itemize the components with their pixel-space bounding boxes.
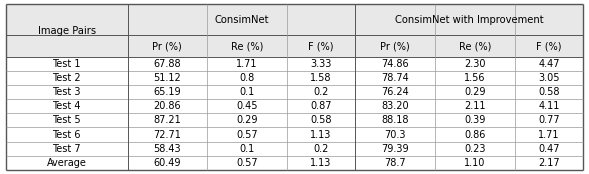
Text: Test 6: Test 6 [52,129,81,140]
Text: 0.23: 0.23 [464,144,485,154]
Text: 0.39: 0.39 [464,116,485,125]
Text: 1.58: 1.58 [310,73,332,83]
Text: 0.29: 0.29 [464,87,485,97]
Text: Test 4: Test 4 [52,101,81,111]
Text: Re (%): Re (%) [459,41,491,51]
Text: 4.11: 4.11 [538,101,560,111]
Text: 0.2: 0.2 [313,144,329,154]
Text: Test 5: Test 5 [52,116,81,125]
Text: 1.10: 1.10 [464,158,485,168]
Text: 1.71: 1.71 [236,59,258,69]
Text: 1.56: 1.56 [464,73,485,83]
Text: 0.57: 0.57 [236,158,258,168]
Text: 67.88: 67.88 [154,59,181,69]
Text: 20.86: 20.86 [154,101,181,111]
Text: Pr (%): Pr (%) [153,41,182,51]
Text: 2.30: 2.30 [464,59,485,69]
Text: 0.47: 0.47 [538,144,560,154]
Text: Test 7: Test 7 [52,144,81,154]
Text: Pr (%): Pr (%) [380,41,410,51]
Text: 70.3: 70.3 [385,129,406,140]
Text: 51.12: 51.12 [154,73,181,83]
Text: Average: Average [47,158,87,168]
Text: Test 3: Test 3 [52,87,81,97]
Text: 0.1: 0.1 [239,144,254,154]
Text: 0.1: 0.1 [239,87,254,97]
Text: ConsimNet with Improvement: ConsimNet with Improvement [395,15,544,25]
Text: 0.87: 0.87 [310,101,332,111]
Text: 0.58: 0.58 [538,87,560,97]
Text: 0.77: 0.77 [538,116,560,125]
Text: 0.8: 0.8 [239,73,254,83]
Text: 58.43: 58.43 [154,144,181,154]
Bar [6,4,583,57]
Text: 87.21: 87.21 [154,116,181,125]
Text: 3.05: 3.05 [538,73,560,83]
Text: 2.17: 2.17 [538,158,560,168]
Text: 1.71: 1.71 [538,129,560,140]
Text: 65.19: 65.19 [154,87,181,97]
Text: 72.71: 72.71 [153,129,181,140]
Text: 1.13: 1.13 [310,158,332,168]
Text: 88.18: 88.18 [381,116,409,125]
Text: 76.24: 76.24 [381,87,409,97]
Text: 0.58: 0.58 [310,116,332,125]
Text: Image Pairs: Image Pairs [38,26,96,36]
Text: 78.7: 78.7 [384,158,406,168]
Text: 0.29: 0.29 [236,116,258,125]
Text: Re (%): Re (%) [231,41,263,51]
Text: Test 1: Test 1 [52,59,81,69]
Text: ConsimNet: ConsimNet [214,15,269,25]
Text: 0.57: 0.57 [236,129,258,140]
Text: 78.74: 78.74 [381,73,409,83]
Text: Test 2: Test 2 [52,73,81,83]
Text: 0.86: 0.86 [464,129,485,140]
Bar [6,57,583,170]
Text: 2.11: 2.11 [464,101,485,111]
Text: 1.13: 1.13 [310,129,332,140]
Text: 74.86: 74.86 [381,59,409,69]
Text: 4.47: 4.47 [538,59,560,69]
Text: 83.20: 83.20 [381,101,409,111]
Text: 0.2: 0.2 [313,87,329,97]
Text: 79.39: 79.39 [381,144,409,154]
Text: F (%): F (%) [536,41,561,51]
Text: 60.49: 60.49 [154,158,181,168]
Text: 3.33: 3.33 [310,59,332,69]
Text: 0.45: 0.45 [236,101,258,111]
Text: F (%): F (%) [308,41,334,51]
